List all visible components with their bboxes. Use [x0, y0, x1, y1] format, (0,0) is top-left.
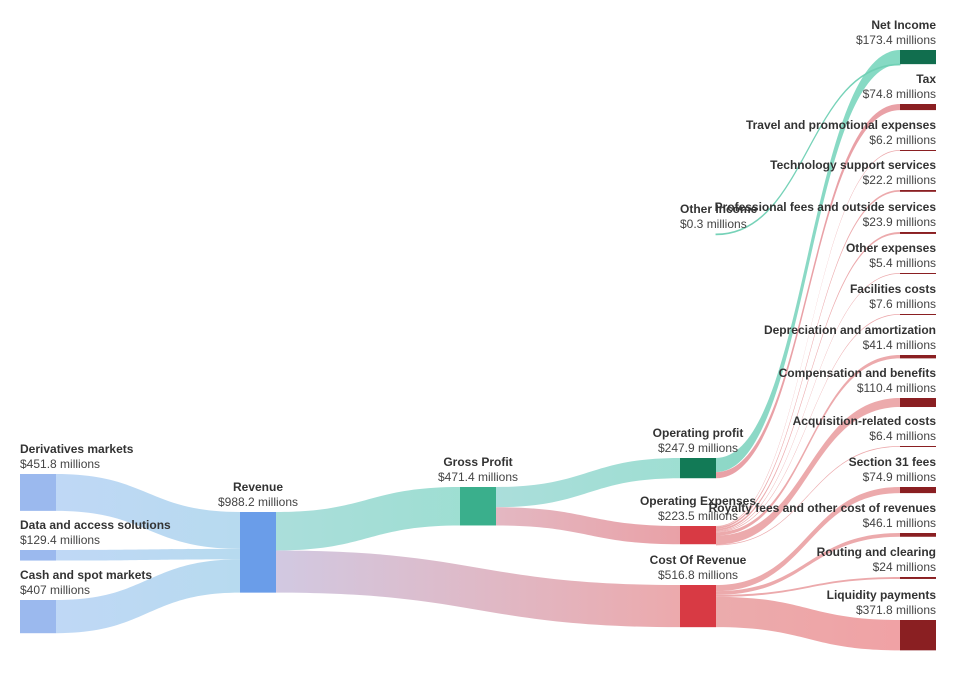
label-acquisition-name: Acquisition-related costs	[793, 414, 937, 428]
node-operating-expenses[interactable]	[680, 526, 716, 545]
node-travel[interactable]	[900, 150, 936, 151]
label-travel-name: Travel and promotional expenses	[746, 118, 936, 132]
link-operating_expenses-to-travel[interactable]	[716, 150, 900, 527]
link-derivatives-to-revenue[interactable]	[56, 474, 240, 549]
label-section31-name: Section 31 fees	[849, 455, 937, 469]
link-cost_of_revenue-to-routing[interactable]	[716, 577, 900, 597]
node-gross-profit[interactable]	[460, 487, 496, 526]
label-operating-profit-value: $247.9 millions	[658, 441, 738, 455]
node-tech-support[interactable]	[900, 190, 936, 192]
link-operating_expenses-to-depreciation[interactable]	[716, 355, 900, 536]
link-cash_spot-to-revenue[interactable]	[56, 559, 240, 634]
label-net-income-value: $173.4 millions	[856, 33, 936, 47]
link-gross_profit-to-operating_expenses[interactable]	[496, 507, 680, 545]
label-revenue-value: $988.2 millions	[218, 495, 298, 509]
node-tax[interactable]	[900, 104, 936, 111]
label-derivatives-value: $451.8 millions	[20, 457, 100, 471]
label-royalty-value: $46.1 millions	[863, 516, 936, 530]
node-professional-fees[interactable]	[900, 232, 936, 234]
node-data-access[interactable]	[20, 550, 56, 561]
link-operating_profit-to-tax[interactable]	[716, 104, 900, 479]
label-compensation-name: Compensation and benefits	[779, 366, 937, 380]
link-operating_expenses-to-professional_fees[interactable]	[716, 232, 900, 531]
label-compensation-value: $110.4 millions	[857, 381, 936, 395]
label-cost-of-revenue-name: Cost Of Revenue	[650, 553, 747, 567]
link-operating_expenses-to-acquisition[interactable]	[716, 446, 900, 546]
label-operating-profit-name: Operating profit	[653, 426, 744, 440]
link-operating_expenses-to-tech_support[interactable]	[716, 190, 900, 529]
label-operating-expenses-value: $223.5 millions	[658, 509, 738, 523]
link-cost_of_revenue-to-liquidity[interactable]	[716, 596, 900, 651]
label-tech-support-value: $22.2 millions	[863, 173, 936, 187]
node-revenue[interactable]	[240, 512, 276, 593]
label-other-expenses-value: $5.4 millions	[869, 256, 936, 270]
node-cash-spot[interactable]	[20, 600, 56, 634]
label-derivatives-name: Derivatives markets	[20, 442, 134, 456]
label-liquidity-name: Liquidity payments	[827, 588, 937, 602]
label-tax-name: Tax	[916, 72, 936, 86]
link-revenue-to-gross_profit[interactable]	[276, 487, 460, 551]
label-depreciation-value: $41.4 millions	[863, 338, 936, 352]
node-royalty[interactable]	[900, 533, 936, 537]
label-professional-fees-value: $23.9 millions	[863, 215, 936, 229]
label-tax-value: $74.8 millions	[863, 87, 936, 101]
label-facilities-name: Facilities costs	[850, 282, 936, 296]
label-other-income-value: $0.3 millions	[680, 217, 747, 231]
label-net-income-name: Net Income	[871, 18, 936, 32]
node-compensation[interactable]	[900, 398, 936, 408]
label-gross-profit-name: Gross Profit	[443, 455, 512, 469]
label-gross-profit-value: $471.4 millions	[438, 470, 518, 484]
label-operating-expenses-name: Operating Expenses	[640, 494, 756, 508]
label-professional-fees-name: Professional fees and outside services	[715, 200, 937, 214]
node-cost-of-revenue[interactable]	[680, 585, 716, 628]
label-revenue-name: Revenue	[233, 480, 283, 494]
link-operating_profit-to-net_income[interactable]	[716, 50, 900, 473]
node-derivatives[interactable]	[20, 474, 56, 511]
link-gross_profit-to-operating_profit[interactable]	[496, 458, 680, 508]
node-other-expenses[interactable]	[900, 273, 936, 274]
node-net-income[interactable]	[900, 50, 936, 65]
label-cash-spot-value: $407 millions	[20, 583, 90, 597]
link-operating_expenses-to-facilities[interactable]	[716, 314, 900, 533]
node-acquisition[interactable]	[900, 446, 936, 447]
label-depreciation-name: Depreciation and amortization	[764, 323, 936, 337]
label-data-access-name: Data and access solutions	[20, 518, 171, 532]
node-facilities[interactable]	[900, 314, 936, 315]
label-cash-spot-name: Cash and spot markets	[20, 568, 152, 582]
link-cost_of_revenue-to-royalty[interactable]	[716, 533, 900, 595]
label-routing-name: Routing and clearing	[817, 545, 936, 559]
label-travel-value: $6.2 millions	[869, 133, 936, 147]
label-acquisition-value: $6.4 millions	[869, 429, 936, 443]
label-facilities-value: $7.6 millions	[869, 297, 936, 311]
label-tech-support-name: Technology support services	[770, 158, 936, 172]
link-revenue-to-cost_of_revenue[interactable]	[276, 550, 680, 628]
link-other_income-to-net_income[interactable]	[715, 63, 901, 236]
node-routing[interactable]	[900, 577, 936, 579]
link-operating_expenses-to-compensation[interactable]	[716, 398, 900, 545]
node-section31[interactable]	[900, 487, 936, 494]
link-data_access-to-revenue[interactable]	[56, 548, 240, 561]
labels-layer: Derivatives markets$451.8 millions Data a…	[20, 18, 936, 617]
nodes-layer	[20, 50, 936, 651]
label-routing-value: $24 millions	[873, 560, 936, 574]
node-liquidity[interactable]	[900, 620, 936, 651]
label-data-access-value: $129.4 millions	[20, 533, 100, 547]
label-cost-of-revenue-value: $516.8 millions	[658, 568, 738, 582]
label-royalty-name: Royalty fees and other cost of revenues	[709, 501, 937, 515]
link-operating_expenses-to-other_expenses[interactable]	[716, 273, 900, 532]
link-cost_of_revenue-to-section31[interactable]	[716, 487, 900, 592]
node-operating-profit[interactable]	[680, 458, 716, 479]
label-section31-value: $74.9 millions	[863, 470, 936, 484]
label-other-expenses-name: Other expenses	[846, 241, 936, 255]
node-depreciation[interactable]	[900, 355, 936, 359]
links-layer	[56, 50, 901, 651]
label-liquidity-value: $371.8 millions	[856, 603, 936, 617]
label-other-income-name: Other Income	[680, 202, 758, 216]
